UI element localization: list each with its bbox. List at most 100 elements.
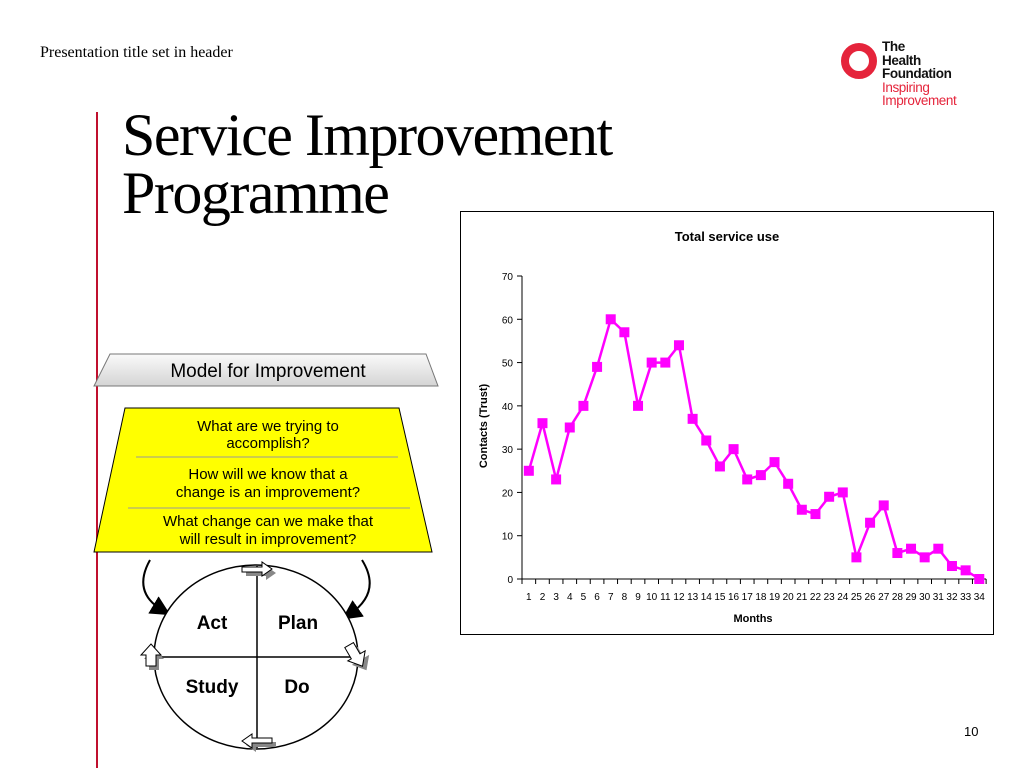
chart-frame: Total service use Contacts (Trust) Month…	[460, 211, 994, 635]
chart-x-tick-label: 3	[553, 592, 559, 603]
chart-x-tick-label: 7	[608, 592, 614, 603]
chart-x-tick-label: 32	[946, 592, 958, 603]
chart-x-tick-label: 34	[974, 592, 986, 603]
right-curved-arrow-icon	[341, 559, 371, 620]
chart-x-tick-label: 31	[933, 592, 945, 603]
chart-series-line	[527, 316, 980, 581]
chart-x-tick-label: 4	[567, 592, 573, 603]
question-1-line-2: accomplish?	[226, 435, 309, 452]
questions-panel	[93, 407, 433, 553]
chart-data-point	[783, 478, 794, 489]
chart-data-point	[646, 357, 657, 368]
chart-data-point	[551, 474, 562, 485]
chart-x-tick-label: 23	[824, 592, 836, 603]
model-heading-tab	[93, 353, 439, 387]
chart-y-tick-label: 0	[507, 575, 513, 586]
chart-data-point	[878, 500, 889, 511]
chart-data-point	[592, 361, 603, 372]
chart-x-tick-label: 11	[660, 592, 671, 603]
chart-data-point	[796, 504, 807, 515]
chart-x-tick-label: 13	[687, 592, 699, 603]
cycle-do: Do	[284, 677, 309, 698]
question-1-line-1: What are we trying to	[197, 418, 339, 435]
chart-data-point	[619, 327, 630, 338]
chart-data-point	[660, 357, 671, 368]
chart-y-tick-label: 40	[502, 402, 514, 413]
logo-line-3: Foundation	[882, 66, 952, 81]
chart-data-point	[851, 552, 862, 563]
chart-x-tick-label: 16	[728, 592, 740, 603]
cycle-act: Act	[197, 613, 228, 634]
chart-y-tick-label: 60	[502, 315, 514, 326]
cycle-arrow-bottom-icon	[241, 733, 276, 752]
chart-data-point	[523, 465, 534, 476]
left-accent-rule	[96, 112, 98, 768]
chart-y-tick-label: 50	[502, 359, 514, 370]
logo-line-4: Inspiring	[882, 79, 930, 95]
service-use-chart: Total service use Contacts (Trust) Month…	[478, 229, 987, 625]
chart-data-point	[728, 444, 739, 455]
chart-x-tick-label: 2	[540, 592, 546, 603]
chart-data-point	[946, 561, 957, 572]
chart-x-tick-label: 25	[851, 592, 863, 603]
chart-x-tick-label: 20	[783, 592, 795, 603]
chart-y-tick-label: 70	[502, 272, 514, 283]
chart-x-tick-label: 12	[673, 592, 685, 603]
chart-data-point	[769, 457, 780, 468]
chart-x-tick-label: 33	[960, 592, 972, 603]
chart-data-point	[755, 470, 766, 481]
chart-data-point	[837, 487, 848, 498]
chart-y-tick-label: 30	[502, 445, 514, 456]
chart-x-tick-label: 21	[796, 592, 808, 603]
chart-x-tick-label: 18	[755, 592, 767, 603]
chart-x-axis-label: Months	[733, 613, 772, 625]
page-number: 10	[964, 724, 979, 739]
cycle-plan: Plan	[278, 613, 318, 634]
header-text: Presentation title set in header	[40, 44, 233, 61]
chart-data-point	[906, 543, 917, 554]
slide-title: Service Improvement Programme	[122, 102, 613, 226]
chart-x-tick-label: 6	[594, 592, 600, 603]
chart-data-point	[933, 543, 944, 554]
question-2-line-1: How will we know that a	[188, 466, 348, 483]
chart-data-point	[564, 422, 575, 433]
cycle-arrow-right-icon	[344, 641, 370, 671]
chart-data-point	[633, 400, 644, 411]
chart-x-tick-label: 14	[701, 592, 713, 603]
chart-data-point	[810, 509, 821, 520]
chart-data-point	[919, 552, 930, 563]
chart-x-tick-label: 10	[646, 592, 658, 603]
chart-data-point	[742, 474, 753, 485]
chart-x-tick-label: 19	[769, 592, 781, 603]
chart-x-tick-label: 9	[635, 592, 641, 603]
chart-data-point	[865, 517, 876, 528]
chart-x-tick-label: 24	[837, 592, 849, 603]
chart-data-point	[714, 461, 725, 472]
slide-title-line-1: Service Improvement	[122, 102, 613, 168]
chart-x-tick-label: 30	[919, 592, 931, 603]
health-foundation-logo: The Health Foundation Inspiring Improvem…	[838, 40, 988, 112]
cycle-study: Study	[186, 677, 239, 698]
cycle-arrow-top-icon	[241, 561, 276, 580]
model-for-improvement-diagram: Model for Improvement What are we trying…	[93, 353, 439, 752]
chart-data-point	[974, 574, 985, 584]
chart-x-tick-label: 28	[892, 592, 904, 603]
model-heading: Model for Improvement	[170, 361, 366, 382]
cycle-arrow-left-icon	[139, 643, 164, 670]
chart-x-tick-label: 5	[581, 592, 587, 603]
chart-x-tick-label: 29	[905, 592, 917, 603]
chart-title: Total service use	[675, 229, 780, 244]
logo-line-2: Health	[882, 52, 921, 68]
chart-x-tick-label: 26	[865, 592, 877, 603]
chart-data-point	[578, 400, 589, 411]
question-3-line-1: What change can we make that	[163, 513, 374, 530]
chart-y-tick-label: 20	[502, 488, 514, 499]
question-2-line-2: change is an improvement?	[176, 484, 360, 501]
chart-x-tick-label: 15	[714, 592, 726, 603]
chart-x-tick-label: 22	[810, 592, 822, 603]
slide-title-line-2: Programme	[122, 160, 390, 226]
chart-x-tick-label: 17	[742, 592, 754, 603]
chart-data-point	[960, 565, 971, 576]
chart-x-tick-label: 27	[878, 592, 890, 603]
chart-data-point	[687, 413, 698, 424]
